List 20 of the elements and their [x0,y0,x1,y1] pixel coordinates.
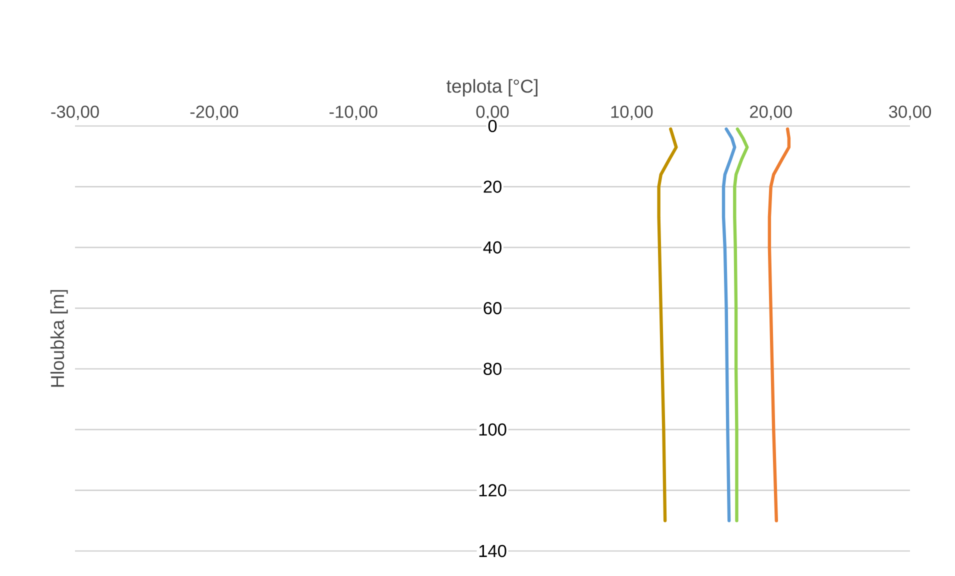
line-series [768,127,791,522]
y-axis-title: Hloubka [m] [50,290,68,387]
y-tick-label: 60 [484,302,502,314]
x-tick-label: -30,00 [51,106,99,120]
y-tick-label: 0 [488,120,497,132]
line-series [722,127,736,522]
x-tick-label: 0,00 [476,106,509,120]
x-tick-label: 20,00 [750,106,792,120]
y-tick-label: 40 [483,241,502,254]
x-tick-label: -20,00 [190,106,238,120]
y-tick-label: 20 [484,180,502,193]
y-tick-label: 100 [479,423,506,436]
x-tick-label: 10,00 [611,106,653,120]
line-series [733,127,749,522]
x-tick-label: -10,00 [330,106,378,120]
x-axis-title: teplota [°C] [446,79,538,96]
y-tick-label: 140 [479,544,506,558]
x-tick-label: 30,00 [888,106,932,120]
y-tick-label: 80 [484,362,502,375]
y-tick-label: 120 [479,484,506,496]
